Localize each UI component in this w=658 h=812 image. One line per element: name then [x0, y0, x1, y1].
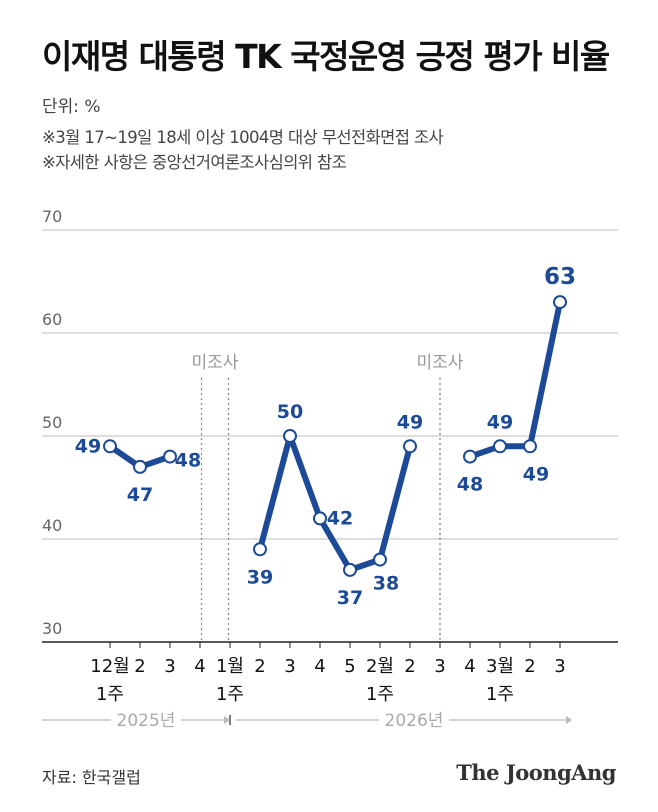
- y-tick-label: 70: [42, 207, 62, 226]
- data-point: [373, 552, 387, 567]
- x-tick-label: 3: [554, 656, 565, 677]
- x-tick-sublabel: 1주: [96, 684, 124, 705]
- data-label: 49: [523, 463, 549, 485]
- x-tick-label: 3: [434, 656, 445, 677]
- gap-label: 미조사: [192, 353, 239, 373]
- chart-title: 이재명 대통령 TK 국정운영 긍정 평가 비율: [42, 37, 610, 76]
- data-point: [103, 439, 117, 454]
- year-label: 2026년: [385, 711, 444, 731]
- y-tick-label: 30: [42, 619, 62, 638]
- data-point: [283, 429, 297, 443]
- data-label: 47: [127, 484, 153, 506]
- gap-label: 미조사: [417, 353, 464, 373]
- brand-logo: The JoongAng: [456, 760, 616, 785]
- data-point: [463, 449, 477, 464]
- data-point: [163, 449, 177, 464]
- x-tick-label: 4: [464, 656, 475, 677]
- survey-note: ※3월 17~19일 18세 이상 1004명 대상 무선전화면접 조사: [42, 128, 444, 147]
- data-label: 50: [277, 401, 303, 423]
- y-tick-label: 60: [42, 310, 62, 329]
- x-tick-sublabel: 1주: [366, 684, 394, 705]
- data-point: [523, 439, 537, 454]
- x-tick-label: 3월: [486, 656, 514, 677]
- data-label: 48: [175, 450, 201, 472]
- data-label: 63: [544, 264, 576, 290]
- data-label: 37: [337, 587, 363, 609]
- data-point: [313, 511, 327, 526]
- x-tick-label: 2: [524, 656, 535, 677]
- x-tick-label: 2: [404, 656, 415, 677]
- x-tick-label: 4: [314, 656, 325, 677]
- x-tick-label: 5: [344, 656, 355, 677]
- year-label: 2025년: [117, 711, 176, 731]
- data-label: 49: [75, 435, 101, 457]
- data-point: [403, 439, 417, 454]
- x-tick-label: 4: [194, 656, 205, 677]
- data-label: 38: [373, 573, 399, 595]
- year-label-bg: [379, 708, 449, 732]
- year-range-arrow: [566, 716, 572, 724]
- x-tick-sublabel: 1주: [216, 684, 244, 705]
- x-tick-label: 12월: [90, 656, 129, 677]
- x-tick-label: 2: [254, 656, 265, 677]
- series-line: [467, 299, 563, 460]
- year-label-bg: [111, 708, 181, 732]
- x-tick-sublabel: 1주: [486, 684, 514, 705]
- data-label: 39: [247, 566, 273, 588]
- x-tick-label: 2: [134, 656, 145, 677]
- reference-note: ※자세한 사항은 중앙선거여론조사심의위 참조: [42, 153, 347, 172]
- unit-label: 단위: %: [42, 97, 101, 117]
- series-line: [257, 433, 413, 573]
- x-tick-label: 2월: [366, 656, 394, 677]
- data-label: 42: [327, 507, 353, 529]
- data-point: [343, 562, 357, 577]
- data-label: 49: [397, 411, 423, 433]
- data-point: [493, 439, 507, 454]
- data-point: [133, 459, 147, 474]
- x-tick-label: 3: [164, 656, 175, 677]
- data-point: [253, 542, 267, 557]
- data-label: 49: [487, 411, 513, 433]
- y-tick-label: 40: [42, 516, 62, 535]
- source-label: 자료: 한국갤럽: [42, 768, 141, 787]
- x-tick-label: 3: [284, 656, 295, 677]
- y-tick-label: 50: [42, 413, 62, 432]
- data-point: [553, 295, 567, 310]
- data-label: 48: [457, 474, 483, 496]
- year-range-arrow: [224, 716, 230, 724]
- x-tick-label: 1월: [216, 656, 244, 677]
